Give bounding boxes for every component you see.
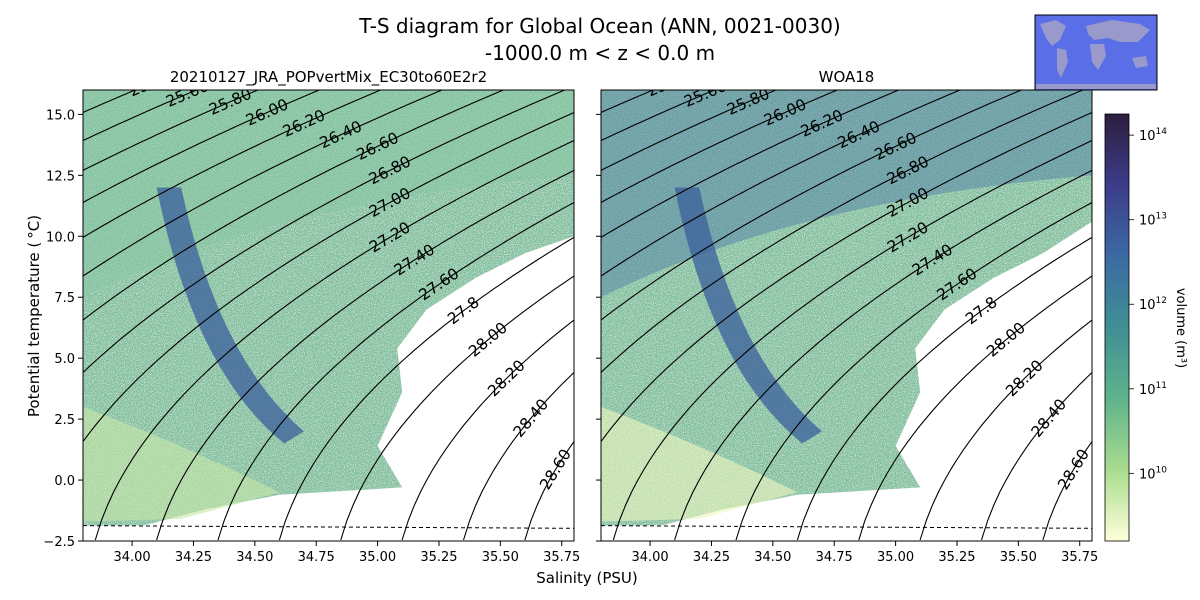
ts-warm-band bbox=[601, 90, 1092, 298]
panel-woa18: 25.2025.4025.6025.8026.0026.2026.4026.60… bbox=[596, 66, 1098, 565]
y-tick-label: 2.5 bbox=[54, 413, 75, 428]
density-contour bbox=[401, 319, 574, 541]
density-contour bbox=[83, 90, 198, 141]
colorbar-tick-label: 1011 bbox=[1139, 381, 1167, 398]
density-contour bbox=[612, 140, 1092, 541]
colorbar-ticks: 1010 1011 1012 1013 1014 bbox=[1129, 127, 1167, 482]
x-tick-label: 34.75 bbox=[298, 550, 335, 565]
density-contour bbox=[83, 112, 574, 442]
x-axis-label: Salinity (PSU) bbox=[536, 569, 638, 587]
density-contour bbox=[919, 319, 1092, 541]
y-tick-label: 0.0 bbox=[54, 474, 75, 489]
density-contour bbox=[601, 90, 962, 277]
x-tick-label: 35.25 bbox=[938, 550, 975, 565]
density-contour-label: 25.20 bbox=[90, 57, 138, 90]
density-contour-label: 28.00 bbox=[983, 319, 1029, 361]
density-contour bbox=[278, 236, 574, 541]
density-contour-label: 28.60 bbox=[536, 446, 575, 493]
ts-cold-lobe bbox=[83, 406, 280, 522]
density-contour-label: 27.8 bbox=[444, 293, 482, 328]
x-tick-label: 34.25 bbox=[175, 550, 212, 565]
panel-model: 25.2025.4025.6025.8026.0026.2026.4026.60… bbox=[43, 57, 580, 565]
density-contour bbox=[601, 90, 1085, 373]
x-tick-label: 35.75 bbox=[543, 550, 580, 565]
colorbar-tick-label: 1012 bbox=[1139, 296, 1167, 313]
density-contour bbox=[83, 90, 567, 373]
colorbar-tick-label: 1014 bbox=[1139, 127, 1167, 144]
y-tick-label: 12.5 bbox=[46, 169, 75, 184]
density-contour bbox=[83, 90, 137, 114]
freezing-line bbox=[601, 525, 1092, 529]
density-contour bbox=[462, 372, 574, 541]
density-contour bbox=[601, 66, 650, 86]
y-tick-label: 15.0 bbox=[46, 108, 75, 123]
x-tick-label: 35.00 bbox=[877, 550, 914, 565]
density-contour bbox=[601, 90, 655, 114]
y-tick-label: 7.5 bbox=[54, 291, 75, 306]
y-tick-label: 5.0 bbox=[54, 352, 75, 367]
density-contour bbox=[735, 202, 1092, 541]
figure-subtitle: -1000.0 m < z < 0.0 m bbox=[485, 41, 715, 65]
x-tick-label: 35.50 bbox=[1000, 550, 1037, 565]
density-contour bbox=[601, 90, 716, 141]
density-contour bbox=[217, 202, 574, 541]
density-contour bbox=[83, 90, 505, 321]
density-contour bbox=[601, 90, 1023, 321]
density-contour-label: 28.00 bbox=[465, 319, 511, 361]
density-contour bbox=[83, 90, 444, 277]
density-contour bbox=[83, 90, 321, 203]
density-contour bbox=[796, 236, 1092, 541]
density-contour bbox=[1042, 441, 1092, 541]
x-tick-label: 35.50 bbox=[482, 550, 519, 565]
ts-cold-lobe bbox=[601, 406, 798, 522]
x-tick-label: 34.00 bbox=[631, 550, 668, 565]
figure-title: T-S diagram for Global Ocean (ANN, 0021-… bbox=[358, 14, 840, 38]
density-contour bbox=[83, 66, 132, 86]
y-tick-label: −2.5 bbox=[43, 535, 75, 550]
density-contour-label: 28.60 bbox=[1054, 446, 1093, 493]
colorbar: 1010 1011 1012 1013 1014 volume (m³) bbox=[1104, 113, 1188, 542]
density-contour bbox=[83, 90, 260, 171]
ts-warm-band bbox=[83, 90, 574, 298]
x-tick-label: 34.50 bbox=[236, 550, 273, 565]
density-contour bbox=[156, 169, 574, 541]
x-tick-label: 34.50 bbox=[754, 550, 791, 565]
x-tick-label: 35.25 bbox=[420, 550, 457, 565]
inset-world-map bbox=[1034, 14, 1158, 91]
density-contour bbox=[674, 169, 1092, 541]
density-contour bbox=[94, 140, 574, 541]
density-contour bbox=[601, 90, 839, 203]
density-contour bbox=[601, 112, 1092, 442]
density-contour bbox=[858, 275, 1092, 541]
ts-intermediate-ridge bbox=[674, 187, 822, 444]
colorbar-tick-label: 1013 bbox=[1139, 212, 1167, 229]
colorbar-tick-label: 1010 bbox=[1139, 465, 1167, 482]
axes-frame bbox=[600, 89, 1093, 542]
x-tick-label: 34.75 bbox=[816, 550, 853, 565]
colorbar-label: volume (m³) bbox=[1173, 288, 1188, 368]
panel-title: 20210127_JRA_POPvertMix_EC30to60E2r2 bbox=[170, 68, 487, 87]
y-tick-label: 10.0 bbox=[46, 230, 75, 245]
ts-intermediate-ridge bbox=[156, 187, 304, 444]
density-contour bbox=[980, 372, 1092, 541]
freezing-line bbox=[83, 525, 574, 529]
map-land bbox=[1036, 20, 1156, 89]
x-tick-label: 34.25 bbox=[693, 550, 730, 565]
density-contour-label: 28.40 bbox=[1028, 395, 1071, 440]
y-axis-label: Potential temperature ( °C) bbox=[25, 215, 43, 417]
density-contour-label: 28.40 bbox=[510, 395, 553, 440]
density-contour-label: 27.8 bbox=[962, 293, 1000, 328]
axes-frame bbox=[82, 89, 575, 542]
density-contour-label: 28.20 bbox=[1002, 357, 1046, 401]
panel-title: WOA18 bbox=[819, 68, 875, 86]
density-contour bbox=[524, 441, 574, 541]
x-tick-label: 35.75 bbox=[1061, 550, 1098, 565]
colorbar-bar bbox=[1104, 113, 1130, 542]
density-contour bbox=[340, 275, 574, 541]
x-tick-label: 34.00 bbox=[113, 550, 150, 565]
density-contour-label: 28.20 bbox=[484, 357, 528, 401]
density-contour bbox=[601, 90, 778, 171]
x-tick-label: 35.00 bbox=[359, 550, 396, 565]
